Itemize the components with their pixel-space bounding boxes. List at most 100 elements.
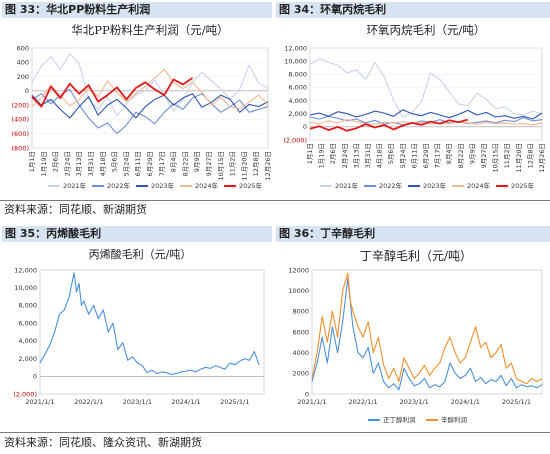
figure-34-header-text: 图 34：环氧丙烷毛利 <box>279 3 387 16</box>
x-tick-label: 6月11日 <box>410 143 418 168</box>
x-tick-label: 12月26日 <box>538 143 546 173</box>
figure-36-header: 图 36：丁辛醇毛利 <box>276 226 550 242</box>
x-tick-label: 8月22日 <box>457 143 465 168</box>
x-tick-label: 4月18日 <box>376 143 384 168</box>
y-tick-label: 12,000 <box>284 44 307 52</box>
plot-frame <box>309 47 543 141</box>
divider-top <box>0 200 550 201</box>
divider-bottom <box>0 432 550 433</box>
y-tick-label: 4,000 <box>288 97 307 105</box>
legend-label: 2022年 <box>107 181 131 190</box>
plot-frame <box>39 269 265 395</box>
plot-frame <box>311 269 543 395</box>
chart-title: 丁辛醇毛利（元/吨） <box>360 248 472 263</box>
x-tick-label: 6月29日 <box>422 143 430 168</box>
legend-label: 2022年 <box>379 181 403 190</box>
chart-fig35: 丙烯酸毛利（元/吨） 12,000 10,000 8,000 6,000 4,000 2,0… <box>13 247 265 406</box>
y-tick-label: 2,000 <box>288 110 307 118</box>
x-tick-label: 7月17日 <box>434 143 442 168</box>
x-tick-label: 3月13日 <box>75 151 83 176</box>
x-tick-label: 2022/1/1 <box>74 398 103 406</box>
series-line <box>31 93 269 119</box>
series-line <box>311 277 543 391</box>
y-tick-label: (2,000) <box>283 136 307 144</box>
x-tick-label: 2024/1/1 <box>451 398 480 406</box>
x-tick-label: 4月18日 <box>99 151 107 176</box>
chart-fig34: 环氧丙烷毛利（元/吨） 12,000 10,000 8,000 6,000 4,000 2,… <box>283 23 546 190</box>
x-tick-label: 1月1日 <box>28 151 36 172</box>
series-line <box>31 88 269 135</box>
y-tick-label: (2,000) <box>13 390 37 398</box>
legend-label: 2023年 <box>151 181 175 190</box>
chart-fig36: 丁辛醇毛利（元/吨）120001000080006000400020000202… <box>288 248 543 424</box>
y-tick-label: 8,000 <box>18 302 37 310</box>
y-tick-label: (400) <box>12 116 29 124</box>
x-tick-label: 12月8日 <box>252 151 260 176</box>
x-tick-label: 3月13日 <box>352 143 360 168</box>
y-tick-label: 400 <box>17 59 29 67</box>
x-tick-label: 9月27日 <box>480 143 488 168</box>
y-tick-label: 10,000 <box>284 57 307 65</box>
x-tick-label: 1月1日 <box>306 143 314 164</box>
y-tick-label: (200) <box>12 101 29 109</box>
y-tick-label: 6,000 <box>288 84 307 92</box>
x-tick-label: 11月2日 <box>229 151 237 176</box>
x-tick-label: 2月24日 <box>341 143 349 168</box>
x-tick-label: 2023/1/1 <box>123 398 152 406</box>
x-tick-label: 2021/1/1 <box>297 398 326 406</box>
x-tick-label: 5月6日 <box>111 151 119 172</box>
source-note-top: 资料来源：同花顺、新湖期货 <box>4 203 147 216</box>
x-tick-label: 5月6日 <box>387 143 395 164</box>
x-tick-label: 12月8日 <box>526 143 534 168</box>
x-tick-label: 2月6日 <box>329 143 337 164</box>
y-tick-label: 10000 <box>288 287 309 295</box>
y-tick-label: (600) <box>12 130 29 138</box>
x-tick-label: 11月20日 <box>240 151 248 181</box>
y-tick-label: 2,000 <box>18 355 37 363</box>
series-line <box>311 272 543 385</box>
x-tick-label: 5月24日 <box>399 143 407 168</box>
x-tick-label: 2025/1/1 <box>220 398 249 406</box>
figure-33-header: 图 33：华北PP粉料生产利润 <box>2 2 272 18</box>
x-tick-label: 3月31日 <box>87 151 95 176</box>
x-tick-label: 11月2日 <box>503 143 511 168</box>
y-tick-label: 8,000 <box>288 71 307 79</box>
y-tick-label: 0 <box>25 87 29 95</box>
chart-fig33: 华北PP粉料生产利润（元/吨） 600 400 200 0 (200) (400) (600)… <box>12 23 272 190</box>
x-tick-label: 8月4日 <box>445 143 453 164</box>
figure-34-header: 图 34：环氧丙烷毛利 <box>276 2 550 18</box>
y-tick-label: 200 <box>17 73 29 81</box>
x-tick-label: 2月24日 <box>63 151 71 176</box>
legend-label: 2025年 <box>239 181 263 190</box>
legend-label: 2021年 <box>335 181 359 190</box>
series-line <box>39 272 260 376</box>
legend-label: 正丁醇利润 <box>383 415 416 424</box>
y-tick-label: 12,000 <box>14 266 37 274</box>
chart-title: 环氧丙烷毛利（元/吨） <box>367 23 486 37</box>
y-tick-label: 10,000 <box>14 284 37 292</box>
x-tick-label: 11月20日 <box>515 143 523 173</box>
x-tick-label: 2025/1/1 <box>502 398 531 406</box>
series-line <box>31 68 269 110</box>
x-tick-label: 7月17日 <box>158 151 166 176</box>
y-tick-label: 4,000 <box>18 337 37 345</box>
figure-35-header: 图 35：丙烯酸毛利 <box>2 226 272 242</box>
x-tick-label: 9月9日 <box>193 151 201 172</box>
x-tick-label: 3月31日 <box>364 143 372 168</box>
legend-label: 辛醇利润 <box>441 415 467 424</box>
y-tick-label: (800) <box>12 144 29 152</box>
y-tick-label: 6,000 <box>18 319 37 327</box>
series-line <box>31 77 194 108</box>
plot-frame <box>31 47 269 149</box>
y-tick-label: 0 <box>303 123 307 131</box>
x-tick-label: 2024/1/1 <box>171 398 200 406</box>
x-tick-label: 2022/1/1 <box>349 398 378 406</box>
series-line <box>309 118 469 132</box>
legend-label: 2024年 <box>195 181 219 190</box>
series-line <box>309 57 543 118</box>
x-tick-label: 2月6日 <box>52 151 60 172</box>
x-tick-label: 8月4日 <box>170 151 178 172</box>
x-tick-label: 9月9日 <box>468 143 476 164</box>
legend-label: 2021年 <box>63 181 87 190</box>
figure-36-header-text: 图 36：丁辛醇毛利 <box>279 227 376 240</box>
